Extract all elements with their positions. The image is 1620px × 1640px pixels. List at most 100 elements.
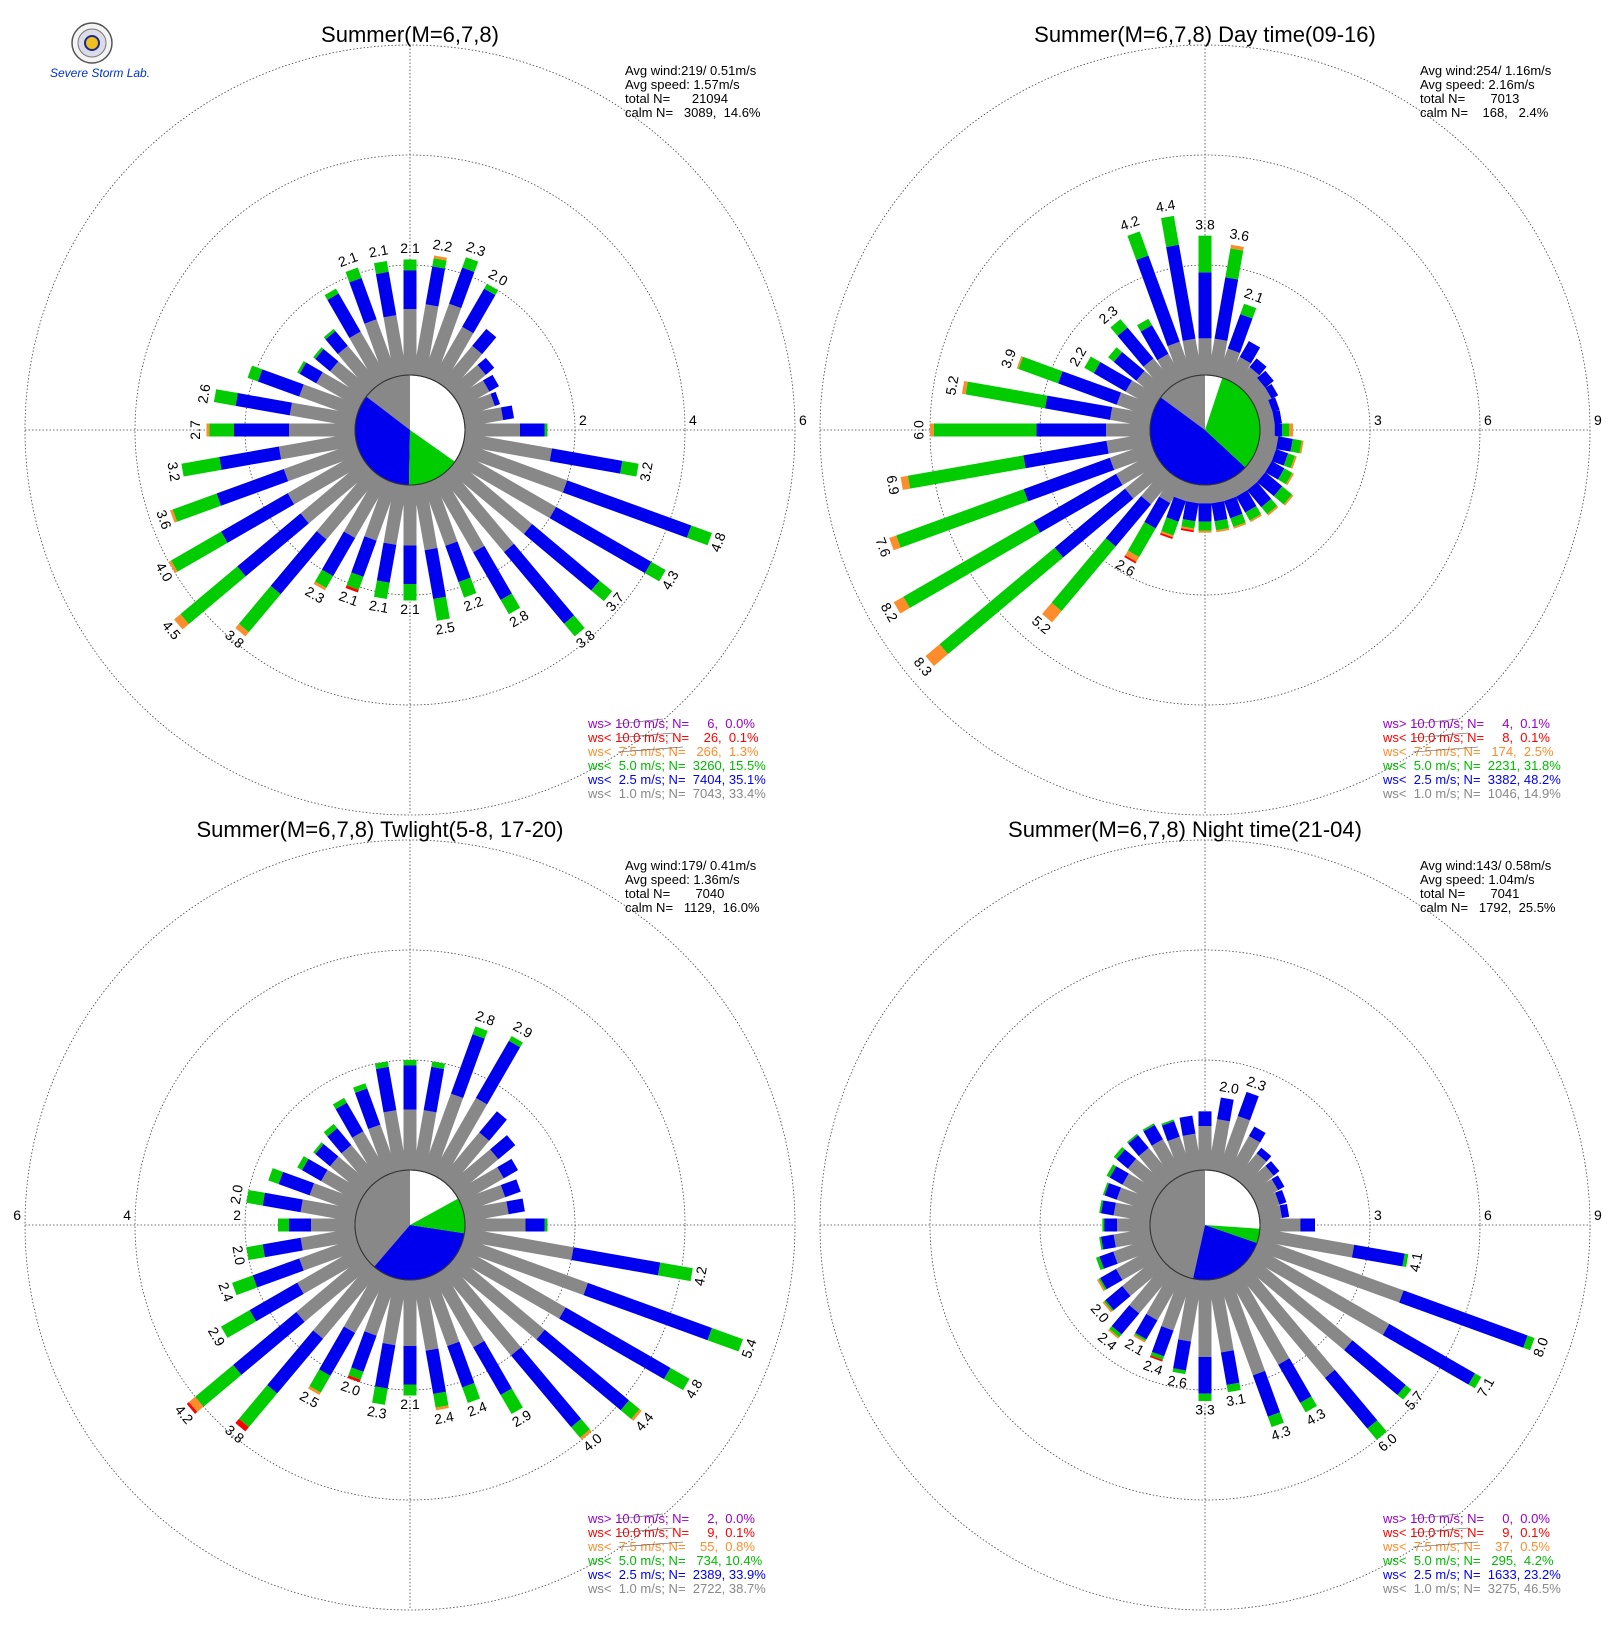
bar-segment-gray: [1198, 338, 1212, 375]
wind-bar-40: [440, 328, 497, 393]
bar-segment-gray: [1249, 1179, 1279, 1204]
bar-segment-green: [508, 1035, 523, 1048]
wind-bar-180: [403, 485, 417, 601]
bar-label: 3.3: [1195, 1402, 1215, 1418]
bar-segment-blue: [482, 374, 499, 392]
bar-segment-green: [1402, 1253, 1409, 1268]
bar-segment-blue: [289, 1218, 311, 1232]
bar-segment-blue: [536, 1329, 630, 1411]
wind-bar-330: [1142, 1123, 1184, 1181]
bar-segment-blue: [583, 1282, 712, 1341]
legend-strike: [617, 718, 664, 725]
ring-label: 9: [1594, 1207, 1602, 1223]
panel-title: Summer(M=6,7,8) Twlight(5-8, 17-20): [196, 817, 563, 842]
bar-segment-green: [323, 328, 336, 340]
bar-label: 2.5: [434, 619, 456, 638]
bar-segment-blue: [1135, 1313, 1158, 1340]
bar-segment-green: [433, 596, 450, 621]
bar-segment-gray: [422, 1274, 460, 1347]
bar-label: 4.3: [1269, 1422, 1293, 1444]
wind-bar-130: [447, 1255, 642, 1421]
wind-bar-220: [1108, 1262, 1175, 1339]
calm-slice-gray: [354, 1170, 410, 1267]
wind-bar-170: [413, 1278, 449, 1411]
bar-segment-gray: [382, 1278, 407, 1346]
bar-segment-green: [564, 615, 585, 637]
bar-label: 2.0: [227, 1183, 246, 1205]
wind-bar-160: [422, 479, 477, 598]
bar-segment-orange: [433, 255, 447, 261]
bar-segment-gray: [329, 1156, 373, 1195]
calm-slice-blue: [1149, 397, 1246, 486]
bar-segment-blue: [1023, 440, 1109, 469]
bar-segment-green: [1051, 538, 1116, 612]
bar-segment-green: [433, 1391, 449, 1408]
wind-bar-30: [1226, 1126, 1266, 1181]
bar-segment-gray: [454, 1246, 566, 1319]
bar-segment-gray: [1167, 341, 1193, 381]
wind-bar-270: [930, 423, 1150, 437]
bar-segment-orange: [1102, 1301, 1113, 1313]
wind-bar-240: [168, 451, 366, 574]
legend-item: ws< 5.0 m/s; N= 2231, 31.8%: [1382, 758, 1561, 773]
bar-segment-orange: [1233, 522, 1247, 529]
bar-segment-green: [348, 1367, 364, 1380]
bar-segment-gray: [454, 380, 490, 409]
bar-segment-green: [1113, 1146, 1125, 1160]
bar-segment-blue: [1173, 1339, 1192, 1371]
bar-segment-green: [620, 1400, 640, 1420]
bar-label: 2.3: [464, 238, 488, 260]
bar-segment-blue: [1278, 1358, 1312, 1403]
bar-segment-blue: [403, 545, 417, 584]
wind-bar-210: [308, 1269, 389, 1395]
bar-segment-blue: [1140, 325, 1169, 361]
legend-item: ws< 2.5 m/s; N= 2389, 33.9%: [587, 1567, 766, 1582]
bar-segment-blue: [262, 1237, 303, 1258]
stats-line: Avg wind:179/ 0.41m/s: [625, 858, 757, 873]
wind-bar-60: [1249, 384, 1279, 409]
bar-segment-green: [1095, 1256, 1104, 1270]
bar-segment-green: [278, 1218, 289, 1232]
bar-segment-blue: [525, 1218, 545, 1232]
bar-label: 2.1: [400, 1396, 420, 1412]
wind-bar-270: [278, 1218, 355, 1232]
bar-segment-gray: [1129, 1262, 1175, 1314]
ring-label: 3: [1374, 412, 1382, 428]
bar-segment-orange: [1181, 526, 1195, 531]
bar-segment-green: [472, 1026, 488, 1039]
bar-segment-gray: [1117, 1218, 1150, 1232]
bar-segment-blue: [335, 1102, 364, 1138]
bar-segment-gray: [447, 460, 533, 534]
bar-label: 6.0: [911, 420, 927, 440]
wind-bar-10: [413, 255, 447, 377]
bar-segment-orange: [1290, 455, 1297, 469]
bar-label: 5.2: [942, 374, 961, 396]
bar-segment-blue: [403, 1346, 417, 1385]
bar-segment-orange: [1283, 494, 1294, 506]
bar-segment-gray: [463, 433, 552, 462]
bar-segment-gray: [422, 479, 458, 546]
bar-segment-green: [1282, 423, 1290, 437]
bar-segment-gray: [403, 1109, 417, 1170]
bar-label: 3.6: [153, 508, 175, 532]
wind-bar-30: [1226, 341, 1261, 386]
wind-bar-290: [268, 1168, 361, 1213]
bar-segment-blue: [1161, 1121, 1180, 1142]
bar-segment-orange: [900, 475, 911, 490]
bar-segment-blue: [235, 393, 292, 416]
legend-item: ws< 7.5 m/s; N= 37, 0.5%: [1382, 1539, 1550, 1554]
bar-segment-blue: [270, 531, 327, 595]
wind-bar-50: [1242, 1161, 1280, 1195]
bar-segment-blue: [1271, 1175, 1285, 1191]
bar-segment-green: [403, 584, 417, 601]
bar-segment-gray: [352, 1131, 389, 1181]
bar-segment-blue: [1275, 1190, 1287, 1205]
wind-bar-160: [1217, 1274, 1284, 1428]
bar-segment-green: [353, 1083, 368, 1093]
bar-segment-blue: [1128, 1135, 1149, 1157]
bar-segment-blue: [549, 506, 652, 574]
wind-bar-190: [1172, 1278, 1202, 1375]
legend-item: ws< 1.0 m/s; N= 7043, 33.4%: [587, 786, 766, 801]
bar-segment-blue: [237, 513, 309, 577]
